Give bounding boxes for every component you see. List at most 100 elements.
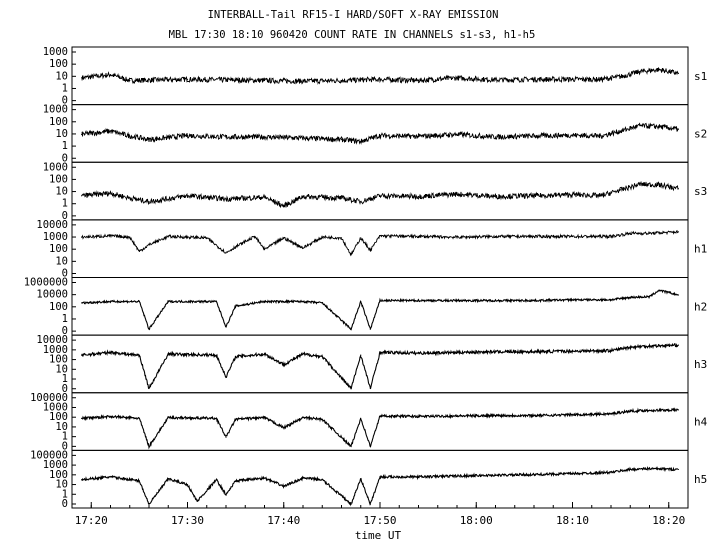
data-point: [379, 476, 381, 478]
y-tick-label: 0: [62, 268, 68, 280]
y-tick-label: 100: [49, 301, 68, 313]
data-point: [379, 134, 381, 137]
data-point: [456, 193, 458, 195]
data-point: [167, 300, 169, 303]
data-point: [571, 235, 574, 238]
y-tick-label: 1: [62, 198, 68, 210]
data-point: [148, 503, 150, 505]
y-tick-label: 100: [49, 116, 68, 128]
series-line-h1: [81, 229, 679, 257]
data-point: [263, 79, 266, 82]
y-tick-label: 1000: [43, 401, 68, 413]
data-point: [629, 468, 631, 471]
data-point: [456, 133, 458, 135]
y-tick-label: 1000: [43, 161, 68, 173]
series-line-h4: [81, 407, 679, 450]
data-point: [417, 299, 420, 302]
data-point: [302, 300, 304, 303]
data-point: [417, 79, 420, 82]
data-point: [658, 68, 660, 71]
data-point: [148, 328, 150, 330]
data-point: [109, 130, 112, 132]
data-point: [225, 198, 227, 200]
y-tick-label: 0: [62, 95, 68, 107]
data-point: [129, 79, 131, 82]
y-tick-label: 1: [62, 313, 68, 325]
y-tick-label: 100: [49, 173, 68, 185]
series-line-h3: [81, 342, 679, 390]
data-point: [494, 414, 497, 417]
data-point: [138, 300, 140, 303]
data-point: [283, 300, 285, 303]
data-point: [148, 244, 150, 246]
data-point: [369, 249, 371, 251]
data-point: [494, 299, 497, 302]
x-tick-label: 18:20: [652, 514, 685, 527]
data-point: [340, 237, 343, 239]
data-point: [533, 474, 535, 476]
data-point: [138, 480, 140, 482]
data-point: [302, 137, 304, 139]
data-point: [379, 415, 381, 417]
data-point: [571, 472, 574, 475]
data-point: [81, 236, 83, 238]
data-point: [350, 503, 352, 505]
data-point: [677, 231, 679, 233]
data-point: [379, 78, 381, 80]
y-tick-label: 0: [62, 440, 68, 452]
y-tick-label: 10: [55, 186, 68, 198]
data-point: [302, 477, 304, 479]
data-point: [629, 346, 631, 348]
data-point: [494, 474, 497, 476]
data-point: [81, 77, 83, 79]
data-point: [167, 417, 169, 419]
data-point: [129, 236, 131, 238]
data-point: [677, 72, 679, 75]
data-point: [215, 479, 217, 481]
data-point: [263, 353, 266, 355]
data-point: [620, 130, 622, 132]
data-point: [109, 74, 112, 76]
channel-label-h1: h1: [694, 243, 707, 256]
data-point: [629, 232, 631, 234]
data-point: [109, 235, 112, 237]
data-point: [629, 296, 631, 298]
data-point: [129, 135, 131, 137]
data-point: [148, 138, 150, 141]
data-point: [81, 133, 83, 135]
y-tick-label: 100: [49, 243, 68, 255]
y-tick-label: 0: [62, 498, 68, 510]
y-tick-label: 100000: [30, 449, 68, 461]
data-point: [109, 415, 112, 418]
y-tick-label: 100000: [30, 392, 68, 404]
data-point: [571, 299, 574, 301]
data-point: [456, 77, 458, 79]
data-point: [571, 193, 574, 196]
data-point: [81, 354, 83, 356]
data-point: [138, 354, 140, 356]
data-point: [360, 300, 362, 303]
panel-frame: [71, 449, 689, 509]
data-point: [129, 197, 131, 199]
data-point: [215, 300, 217, 303]
data-point: [340, 79, 343, 82]
data-point: [369, 328, 371, 330]
data-point: [677, 294, 679, 296]
data-point: [369, 445, 371, 448]
data-point: [215, 417, 217, 419]
y-tick-label: 1: [62, 488, 68, 500]
data-point: [340, 197, 343, 199]
data-point: [167, 478, 169, 480]
data-point: [677, 128, 679, 130]
channel-label-h4: h4: [694, 416, 708, 429]
data-point: [533, 235, 535, 238]
data-point: [350, 328, 352, 330]
x-tick-label: 17:30: [171, 514, 204, 527]
data-point: [81, 417, 83, 419]
data-point: [350, 387, 352, 390]
y-tick-label: 100: [49, 411, 68, 423]
